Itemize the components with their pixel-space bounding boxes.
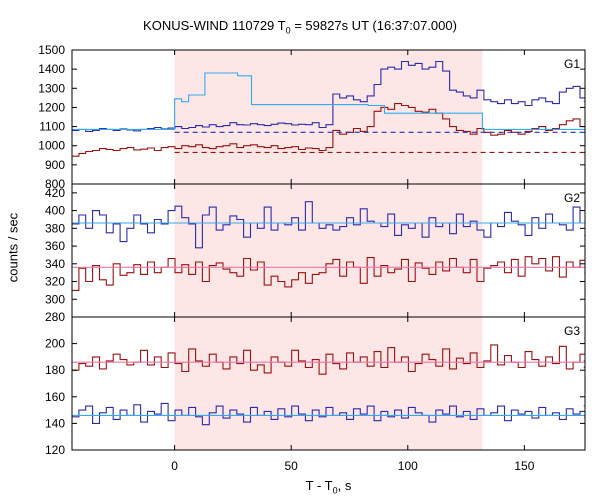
y-tick-label: 180 [45, 363, 65, 377]
x-tick-label: 50 [285, 459, 299, 473]
y-tick-label: 280 [45, 310, 65, 324]
panel-label: G3 [564, 324, 580, 338]
y-tick-label: 1200 [38, 100, 65, 114]
series-g3-red [72, 333, 585, 382]
panel-label: G1 [564, 57, 580, 71]
x-axis-label: T - T0, s [72, 478, 585, 496]
y-tick-label: 1500 [38, 43, 65, 57]
series-g1-cyan [72, 72, 585, 130]
series-g1-red [72, 103, 585, 157]
series-g1-blue [72, 60, 585, 133]
y-tick-label: 1300 [38, 81, 65, 95]
chart-title-subscript: 0 [285, 25, 291, 36]
y-tick-label: 140 [45, 416, 65, 430]
panel-g1: 800 900 1000 1100 1200 1300 1400 1500 G1 [38, 43, 586, 191]
x-axis-label-subscript: 0 [332, 485, 338, 496]
y-tick-label: 1100 [39, 120, 65, 134]
panel-g3: 120 140 160 180 200 G3 [45, 316, 586, 457]
y-tick-label: 800 [45, 177, 65, 191]
y-tick-label: 160 [45, 390, 65, 404]
x-tick-label: 0 [171, 459, 178, 473]
panel-label: G2 [564, 191, 580, 205]
x-tick-label: 100 [398, 459, 418, 473]
highlight-interval [174, 50, 483, 450]
y-tick-label: 400 [45, 204, 65, 218]
y-tick-label: 120 [45, 443, 65, 457]
y-tick-label: 340 [45, 257, 65, 271]
y-tick-label: 360 [45, 239, 65, 253]
x-axis-label-rest: , s [337, 478, 352, 493]
y-tick-label: 200 [45, 337, 65, 351]
y-tick-label: 380 [45, 221, 65, 235]
chart-title: KONUS-WIND 110729 T0 = 59827s UT (16:37:… [0, 18, 600, 36]
y-tick-label: 1400 [38, 62, 65, 76]
series-g3-blue [72, 402, 585, 426]
y-tick-label: 1000 [38, 139, 65, 153]
panel-g2: 280 300 320 340 360 380 400 420 G2 [45, 183, 586, 324]
y-tick-label: 420 [45, 186, 65, 200]
chart-title-rest: = 59827s UT (16:37:07.000) [290, 18, 457, 33]
x-tick-label: 150 [514, 459, 534, 473]
y-tick-label: 320 [45, 275, 65, 289]
y-axis-label: counts / sec [5, 212, 21, 283]
y-tick-label: 900 [45, 158, 65, 172]
chart-title-main: KONUS-WIND 110729 T [143, 18, 286, 33]
panel-frame [71, 316, 586, 451]
x-axis-label-main: T - T [305, 478, 333, 493]
y-tick-label: 300 [45, 292, 65, 306]
